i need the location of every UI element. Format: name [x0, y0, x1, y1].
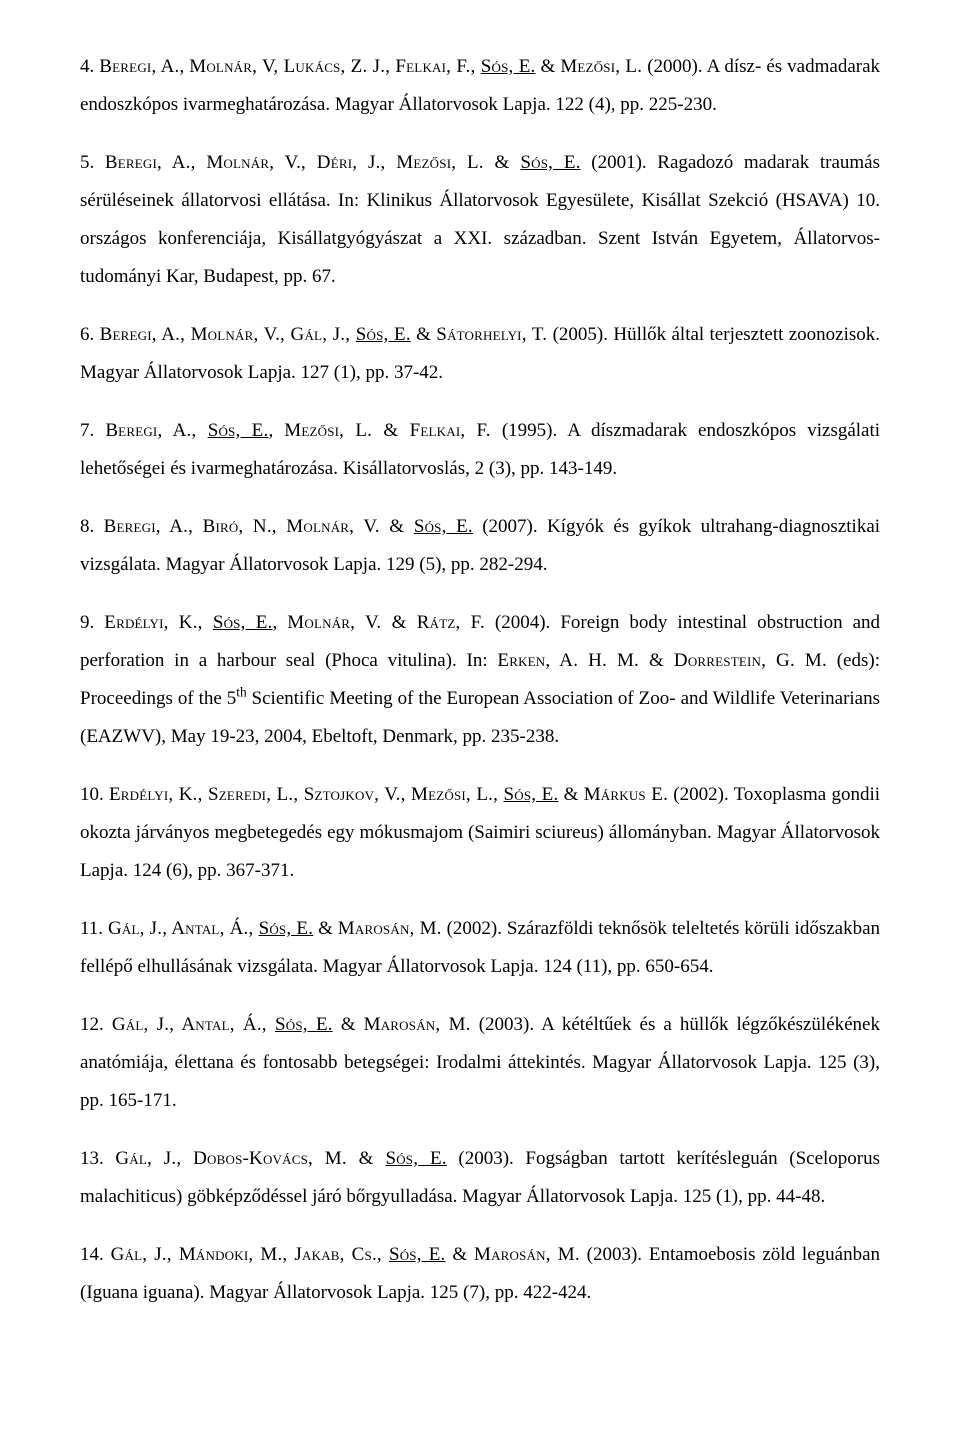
ref-number: 7. — [80, 420, 105, 441]
reference-item: 11. Gál, J., Antal, Á., Sós, E. & Marosá… — [80, 910, 880, 986]
ref-year: (2003). — [458, 1148, 513, 1169]
ref-year: (2000). — [647, 56, 702, 77]
ref-editors: Erken, A. H. M. & Dorrestein, G. M. — [497, 650, 827, 671]
ref-year: (2007). — [482, 516, 537, 537]
reference-item: 14. Gál, J., Mándoki, M., Jakab, Cs., Só… — [80, 1236, 880, 1312]
reference-item: 12. Gál, J., Antal, Á., Sós, E. & Marosá… — [80, 1006, 880, 1120]
reference-list: 4. Beregi, A., Molnár, V, Lukács, Z. J.,… — [80, 48, 880, 1312]
reference-item: 9. Erdélyi, K., Sós, E., Molnár, V. & Rá… — [80, 604, 880, 756]
ref-year: (2003). — [587, 1244, 642, 1265]
ref-authors: Beregi, A., Molnár, V, Lukács, Z. J., Fe… — [99, 56, 642, 77]
ref-number: 8. — [80, 516, 104, 537]
reference-item: 5. Beregi, A., Molnár, V., Déri, J., Mez… — [80, 144, 880, 296]
ref-year: (2004). — [495, 612, 550, 633]
reference-item: 4. Beregi, A., Molnár, V, Lukács, Z. J.,… — [80, 48, 880, 124]
ref-number: 5. — [80, 152, 105, 173]
ref-authors: Erdélyi, K., Szeredi, L., Sztojkov, V., … — [109, 784, 668, 805]
ref-authors: Beregi, A., Biró, N., Molnár, V. & Sós, … — [104, 516, 473, 537]
ref-number: 11. — [80, 918, 108, 939]
ref-year: (2003). — [479, 1014, 534, 1035]
ref-authors: Beregi, A., Molnár, V., Gál, J., Sós, E.… — [100, 324, 548, 345]
ref-authors: Beregi, A., Sós, E., Mezősi, L. & Felkai… — [105, 420, 490, 441]
reference-item: 8. Beregi, A., Biró, N., Molnár, V. & Só… — [80, 508, 880, 584]
ref-authors: Erdélyi, K., Sós, E., Molnár, V. & Rátz,… — [104, 612, 485, 633]
ref-authors: Beregi, A., Molnár, V., Déri, J., Mezősi… — [105, 152, 581, 173]
ref-year: (2002). — [673, 784, 728, 805]
ref-number: 13. — [80, 1148, 115, 1169]
ref-authors: Gál, J., Antal, Á., Sós, E. & Marosán, M… — [112, 1014, 471, 1035]
ref-number: 10. — [80, 784, 109, 805]
reference-item: 10. Erdélyi, K., Szeredi, L., Sztojkov, … — [80, 776, 880, 890]
ref-year: (1995). — [502, 420, 557, 441]
ref-number: 9. — [80, 612, 104, 633]
ref-year: (2001). — [591, 152, 646, 173]
ref-number: 14. — [80, 1244, 111, 1265]
ref-year: (2002). — [447, 918, 502, 939]
ref-number: 12. — [80, 1014, 112, 1035]
ref-authors: Gál, J., Mándoki, M., Jakab, Cs., Sós, E… — [111, 1244, 580, 1265]
reference-item: 7. Beregi, A., Sós, E., Mezősi, L. & Fel… — [80, 412, 880, 488]
ref-number: 6. — [80, 324, 100, 345]
ref-authors: Gál, J., Dobos-Kovács, M. & Sós, E. — [115, 1148, 446, 1169]
reference-item: 6. Beregi, A., Molnár, V., Gál, J., Sós,… — [80, 316, 880, 392]
ref-number: 4. — [80, 56, 99, 77]
reference-item: 13. Gál, J., Dobos-Kovács, M. & Sós, E. … — [80, 1140, 880, 1216]
ref-authors: Gál, J., Antal, Á., Sós, E. & Marosán, M… — [108, 918, 442, 939]
ref-year: (2005). — [553, 324, 608, 345]
